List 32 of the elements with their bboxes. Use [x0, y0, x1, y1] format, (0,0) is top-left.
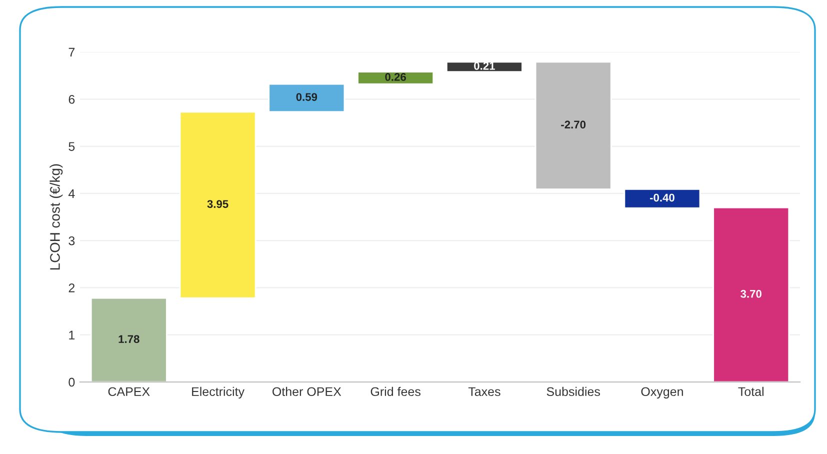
- x-tick-label: Total: [738, 386, 764, 396]
- bar: [268, 83, 346, 113]
- bar: [712, 206, 790, 382]
- x-tick-label: Other OPEX: [272, 386, 342, 396]
- x-tick-label: Grid fees: [370, 386, 420, 396]
- data-label: 0.26: [385, 73, 406, 81]
- bar: [534, 61, 612, 190]
- x-tick-label: Taxes: [468, 387, 500, 396]
- bar: [624, 188, 701, 209]
- data-label: 0.59: [296, 93, 318, 101]
- y-tick-label: 3: [68, 236, 75, 246]
- y-tick-label: 1: [69, 330, 75, 340]
- data-label: 3.95: [207, 200, 228, 208]
- x-tick-label: Subsidies: [546, 386, 600, 396]
- data-label: 1.78: [118, 335, 140, 344]
- data-label: -0.40: [650, 194, 674, 202]
- y-tick-label: 6: [68, 94, 75, 104]
- y-tick-label: 2: [68, 284, 75, 292]
- x-tick-label: CAPEX: [108, 387, 150, 396]
- x-tick-label: Electricity: [192, 386, 244, 399]
- bar: [90, 297, 168, 382]
- y-tick-label: 4: [68, 189, 75, 198]
- bar: [179, 111, 256, 299]
- x-tick-label: Oxygen: [641, 387, 683, 399]
- y-axis-title: LCOH cost (€/kg): [50, 164, 63, 270]
- bar: [446, 61, 523, 72]
- data-label: -2.70: [561, 120, 586, 129]
- y-tick-label: 5: [68, 142, 75, 151]
- y-tick-label: 7: [68, 48, 75, 57]
- bar: [357, 71, 434, 85]
- data-label: 3.70: [740, 290, 762, 298]
- y-tick-label: 0: [68, 378, 75, 387]
